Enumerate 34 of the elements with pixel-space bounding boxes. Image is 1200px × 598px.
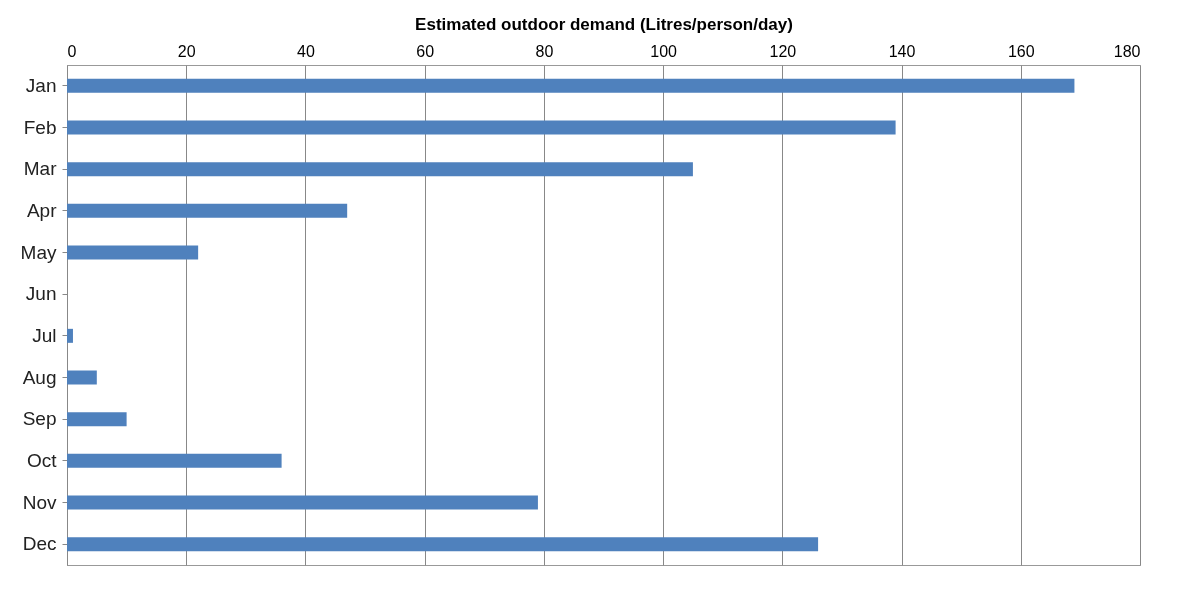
bar	[67, 120, 896, 135]
y-tick-label: Jul	[32, 324, 57, 346]
x-tick-label: 40	[297, 42, 315, 60]
x-tick-label: 180	[1113, 42, 1141, 60]
bar	[67, 162, 693, 177]
bar	[67, 78, 1075, 93]
bar	[67, 412, 127, 427]
bar	[67, 495, 538, 510]
x-tick-label: 0	[67, 42, 77, 60]
y-tick-label: Sep	[22, 408, 57, 430]
y-tick-label: Aug	[22, 366, 57, 388]
x-tick-label: 140	[888, 42, 916, 60]
bar	[67, 203, 348, 218]
y-tick-label: Dec	[22, 533, 57, 555]
x-tick-label: 160	[1007, 42, 1035, 60]
x-tick-label: 20	[177, 42, 196, 60]
y-tick-label: Jan	[25, 74, 57, 96]
x-tick-label: 120	[769, 42, 797, 60]
x-tick-label: 80	[535, 42, 554, 60]
y-tick-label: Mar	[23, 158, 58, 180]
bar	[67, 453, 282, 468]
x-axis-title: Estimated outdoor demand (Litres/person/day)	[415, 14, 793, 34]
y-tick-label: Apr	[26, 199, 58, 221]
x-tick-label: 60	[416, 42, 435, 60]
x-tick-label: 100	[650, 42, 678, 60]
y-tick-label: Feb	[23, 116, 57, 138]
bar	[67, 245, 199, 260]
y-tick-label: Oct	[26, 449, 58, 471]
y-tick-label: Jun	[25, 283, 57, 305]
bar	[67, 537, 819, 552]
bar	[67, 328, 73, 343]
bar	[67, 370, 97, 385]
y-tick-label: May	[20, 241, 57, 263]
y-tick-label: Nov	[22, 491, 57, 513]
